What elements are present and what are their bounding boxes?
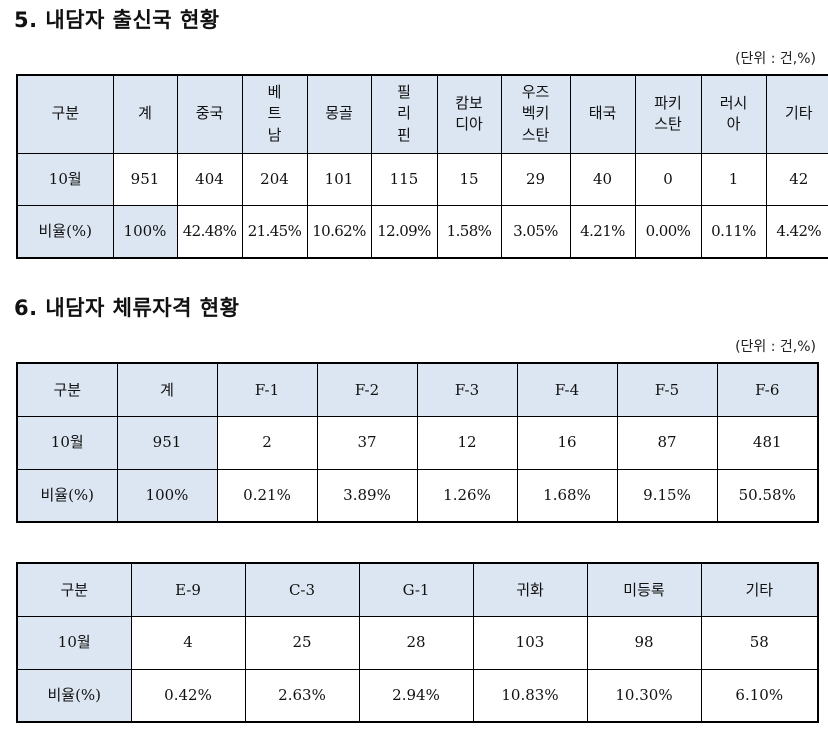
table-cell: 0.21% — [216, 468, 318, 523]
header-cell: 러시 아 — [700, 74, 767, 154]
table-cell: 0.00% — [634, 204, 702, 259]
table-cell: 28 — [358, 615, 474, 670]
table-cell: 21.45% — [241, 204, 308, 259]
header-cell: 캄보 디아 — [436, 74, 502, 154]
table-cell: 204 — [241, 152, 308, 206]
table-cell: 12 — [416, 415, 518, 470]
table-cell: 10.30% — [586, 668, 702, 723]
table-row: 10월 951 2 37 12 16 87 481 — [16, 415, 819, 470]
row-label-cell: 10월 — [16, 152, 114, 206]
header-cell: 필 리 핀 — [370, 74, 438, 154]
header-cell: 기타 — [765, 74, 828, 154]
table-cell: 10.62% — [306, 204, 372, 259]
header-cell: 중국 — [176, 74, 243, 154]
table-cell: 0.42% — [130, 668, 246, 723]
table-cell: 100% — [112, 204, 178, 259]
header-cell: 계 — [112, 74, 178, 154]
table-cell: 42 — [765, 152, 828, 206]
header-cell: 구분 — [16, 74, 114, 154]
table-cell: 12.09% — [370, 204, 438, 259]
row-label-cell: 비율(%) — [16, 668, 132, 723]
header-cell: 우즈 벡키 스탄 — [500, 74, 571, 154]
header-cell: C-3 — [244, 562, 360, 617]
header-cell: 파키 스탄 — [634, 74, 702, 154]
table-cell: 404 — [176, 152, 243, 206]
table-cell: 951 — [116, 415, 218, 470]
header-cell: F-1 — [216, 362, 318, 417]
table-cell: 1 — [700, 152, 767, 206]
origin-country-table: 구분 계 중국 베 트 남 몽골 필 리 핀 캄보 디아 우즈 벡키 스탄 태국… — [16, 74, 828, 259]
table-cell: 3.05% — [500, 204, 571, 259]
table-cell: 100% — [116, 468, 218, 523]
table-cell: 15 — [436, 152, 502, 206]
header-cell: 태국 — [569, 74, 636, 154]
row-label-cell: 비율(%) — [16, 468, 118, 523]
header-cell: F-5 — [616, 362, 718, 417]
table-cell: 2.63% — [244, 668, 360, 723]
table-cell: 3.89% — [316, 468, 418, 523]
table-cell: 0 — [634, 152, 702, 206]
table-cell: 1.58% — [436, 204, 502, 259]
table-cell: 87 — [616, 415, 718, 470]
table-cell: 103 — [472, 615, 588, 670]
header-cell: G-1 — [358, 562, 474, 617]
table-row: 10월 951 404 204 101 115 15 29 40 0 1 42 — [16, 152, 828, 206]
table-cell: 9.15% — [616, 468, 718, 523]
header-cell: E-9 — [130, 562, 246, 617]
table-header-row: 구분 계 F-1 F-2 F-3 F-4 F-5 F-6 — [16, 362, 819, 417]
table-cell: 0.11% — [700, 204, 767, 259]
table-cell: 2 — [216, 415, 318, 470]
section-6-title: 6. 내담자 체류자격 현황 — [14, 296, 240, 320]
table-cell: 25 — [244, 615, 360, 670]
table-cell: 29 — [500, 152, 571, 206]
table-cell: 115 — [370, 152, 438, 206]
header-cell: F-2 — [316, 362, 418, 417]
table-cell: 101 — [306, 152, 372, 206]
header-cell: F-6 — [716, 362, 819, 417]
residency-status-table-f: 구분 계 F-1 F-2 F-3 F-4 F-5 F-6 10월 951 2 3… — [16, 362, 819, 523]
row-label-cell: 10월 — [16, 415, 118, 470]
residency-status-table-other: 구분 E-9 C-3 G-1 귀화 미등록 기타 10월 4 25 28 103… — [16, 562, 819, 723]
table-cell: 481 — [716, 415, 819, 470]
header-cell: 몽골 — [306, 74, 372, 154]
table-cell: 16 — [516, 415, 618, 470]
table-header-row: 구분 E-9 C-3 G-1 귀화 미등록 기타 — [16, 562, 819, 617]
section-5-unit-note: (단위 : 건,%) — [735, 51, 816, 67]
header-cell: 베 트 남 — [241, 74, 308, 154]
table-cell: 4.21% — [569, 204, 636, 259]
header-cell: 미등록 — [586, 562, 702, 617]
row-label-cell: 10월 — [16, 615, 132, 670]
header-cell: F-4 — [516, 362, 618, 417]
table-cell: 4.42% — [765, 204, 828, 259]
table-row: 비율(%) 100% 42.48% 21.45% 10.62% 12.09% 1… — [16, 204, 828, 259]
table-cell: 37 — [316, 415, 418, 470]
section-6-unit-note: (단위 : 건,%) — [735, 339, 816, 355]
table-header-row: 구분 계 중국 베 트 남 몽골 필 리 핀 캄보 디아 우즈 벡키 스탄 태국… — [16, 74, 828, 154]
header-cell: 구분 — [16, 562, 132, 617]
table-row: 10월 4 25 28 103 98 58 — [16, 615, 819, 670]
table-row: 비율(%) 0.42% 2.63% 2.94% 10.83% 10.30% 6.… — [16, 668, 819, 723]
table-cell: 2.94% — [358, 668, 474, 723]
table-cell: 6.10% — [700, 668, 819, 723]
header-cell: F-3 — [416, 362, 518, 417]
table-cell: 4 — [130, 615, 246, 670]
table-cell: 98 — [586, 615, 702, 670]
header-cell: 기타 — [700, 562, 819, 617]
row-label-cell: 비율(%) — [16, 204, 114, 259]
table-cell: 10.83% — [472, 668, 588, 723]
table-cell: 50.58% — [716, 468, 819, 523]
section-5-title: 5. 내담자 출신국 현황 — [14, 8, 220, 32]
table-cell: 951 — [112, 152, 178, 206]
header-cell: 구분 — [16, 362, 118, 417]
table-cell: 42.48% — [176, 204, 243, 259]
table-cell: 58 — [700, 615, 819, 670]
table-cell: 1.68% — [516, 468, 618, 523]
table-cell: 1.26% — [416, 468, 518, 523]
table-cell: 40 — [569, 152, 636, 206]
table-row: 비율(%) 100% 0.21% 3.89% 1.26% 1.68% 9.15%… — [16, 468, 819, 523]
header-cell: 계 — [116, 362, 218, 417]
header-cell: 귀화 — [472, 562, 588, 617]
